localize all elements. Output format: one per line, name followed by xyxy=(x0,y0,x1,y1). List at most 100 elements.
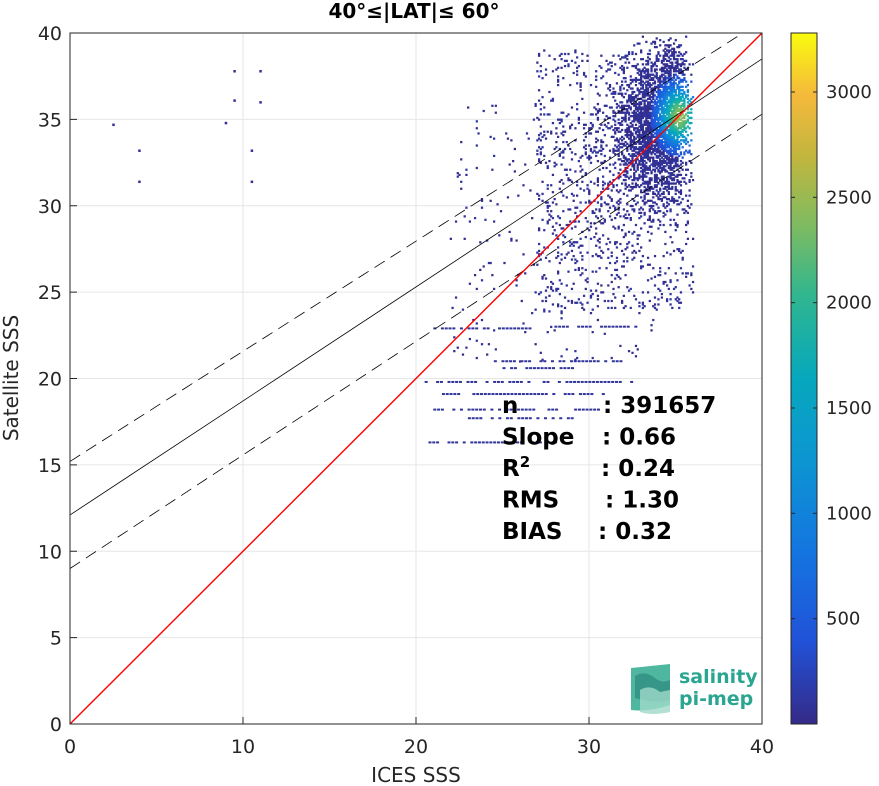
density-cell xyxy=(603,154,606,158)
density-cell xyxy=(667,159,670,163)
density-cell xyxy=(650,92,653,95)
density-cell xyxy=(531,216,534,220)
density-cell xyxy=(624,248,627,251)
density-cell xyxy=(674,132,677,135)
density-cell xyxy=(653,170,657,173)
density-cell xyxy=(636,89,639,92)
density-cell xyxy=(683,73,686,76)
density-cell xyxy=(621,111,624,114)
density-cell xyxy=(638,90,641,94)
density-cell xyxy=(646,82,650,85)
density-cell xyxy=(589,83,593,87)
density-cell xyxy=(648,127,651,130)
density-cell xyxy=(660,68,664,71)
density-cell xyxy=(641,92,645,95)
density-cell xyxy=(629,97,632,101)
density-cell xyxy=(629,142,632,145)
density-cell xyxy=(638,163,641,166)
streak-cell xyxy=(531,441,535,444)
density-cell xyxy=(659,146,662,149)
upper-bound-line xyxy=(70,33,744,462)
streak-cell xyxy=(481,441,485,444)
streak-cell xyxy=(498,417,502,420)
density-cell xyxy=(621,120,624,123)
density-cell xyxy=(688,159,691,163)
density-cell xyxy=(617,154,620,158)
density-cell xyxy=(622,106,625,109)
streak-cell xyxy=(471,408,475,411)
density-cell xyxy=(603,159,606,163)
density-cell xyxy=(539,139,542,142)
density-cell xyxy=(610,356,613,360)
density-cell xyxy=(614,111,617,114)
density-cell xyxy=(657,52,660,56)
density-cell xyxy=(655,159,658,163)
density-cell xyxy=(669,159,672,163)
density-cell xyxy=(562,156,565,159)
density-cell xyxy=(669,139,672,142)
density-cell xyxy=(614,144,617,147)
density-cell xyxy=(627,83,631,87)
density-cell xyxy=(679,97,683,101)
density-cell xyxy=(619,137,622,140)
density-cell xyxy=(679,52,683,56)
density-cell xyxy=(584,147,587,151)
density-cell xyxy=(669,163,672,166)
density-cell xyxy=(652,159,655,163)
density-cell xyxy=(664,87,667,90)
x-axis-label: ICES SSS xyxy=(371,763,461,786)
density-cell xyxy=(667,39,670,42)
density-cell xyxy=(678,180,681,183)
density-cell xyxy=(648,263,651,266)
density-cell xyxy=(686,115,689,118)
density-cell xyxy=(621,68,624,71)
density-cell xyxy=(681,54,684,57)
density-cell xyxy=(652,73,655,76)
density-cell xyxy=(657,90,660,94)
density-cell xyxy=(572,254,575,258)
density-cell xyxy=(550,99,553,102)
density-cell xyxy=(662,132,665,135)
density-cell xyxy=(588,199,591,202)
density-cell xyxy=(544,289,548,292)
density-cell xyxy=(634,132,638,135)
density-cell xyxy=(621,139,624,142)
density-cell xyxy=(479,241,482,244)
streak-cell xyxy=(467,408,471,411)
density-cell xyxy=(624,216,627,220)
density-cell xyxy=(588,156,591,159)
density-cell xyxy=(667,151,670,154)
density-cell xyxy=(607,194,610,197)
density-cell xyxy=(674,175,677,178)
density-cell xyxy=(646,123,650,126)
density-cell xyxy=(646,61,650,64)
density-cell xyxy=(562,210,565,213)
density-cell xyxy=(627,144,631,147)
density-cell xyxy=(586,220,589,223)
density-cell xyxy=(676,61,679,64)
density-cell xyxy=(662,282,665,285)
density-cell xyxy=(672,70,676,73)
density-cell xyxy=(626,89,629,92)
density-cell xyxy=(659,166,662,170)
density-cell xyxy=(548,90,551,94)
density-cell xyxy=(667,180,670,183)
density-cell xyxy=(576,180,579,183)
density-cell xyxy=(662,54,665,57)
density-cell xyxy=(524,272,527,275)
density-cell xyxy=(645,140,648,144)
streak-cell xyxy=(444,327,448,330)
density-cell xyxy=(659,161,662,164)
density-cell xyxy=(662,203,665,206)
density-cell xyxy=(588,132,591,135)
colorbar-tick-label: 2500 xyxy=(826,187,872,208)
density-cell xyxy=(653,168,657,171)
streak-cell xyxy=(512,360,516,363)
density-cell xyxy=(667,85,670,88)
density-cell xyxy=(638,68,641,71)
density-cell xyxy=(634,177,638,180)
density-cell xyxy=(612,151,615,154)
density-cell xyxy=(655,121,658,125)
density-cell xyxy=(648,225,651,228)
density-cell xyxy=(631,258,634,261)
